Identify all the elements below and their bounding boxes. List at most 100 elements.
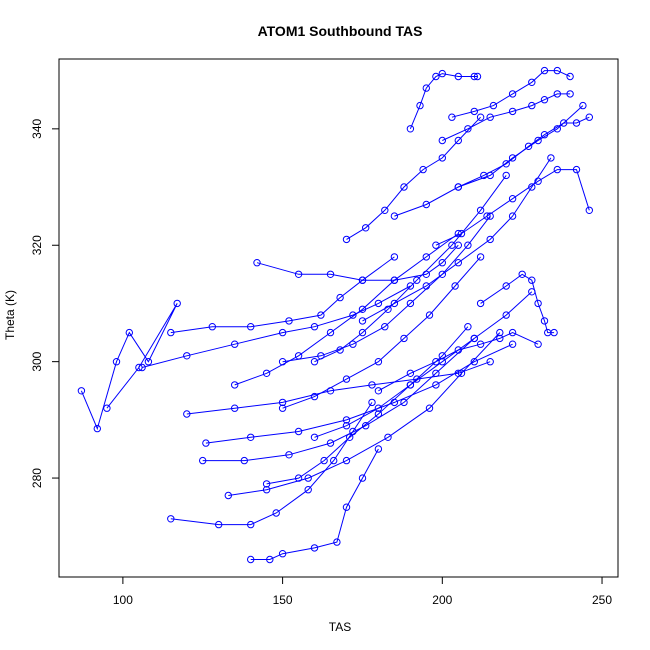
data-point bbox=[400, 398, 408, 407]
data-point bbox=[422, 200, 430, 209]
data-point bbox=[294, 474, 303, 482]
data-point bbox=[416, 101, 424, 110]
data-point bbox=[358, 276, 367, 284]
data-point bbox=[326, 270, 335, 278]
y-tick-label: 340 bbox=[30, 119, 44, 139]
data-point bbox=[247, 555, 255, 564]
data-point bbox=[454, 72, 462, 81]
data-point bbox=[278, 398, 287, 407]
data-point bbox=[390, 299, 399, 308]
data-point bbox=[317, 311, 325, 319]
data-point bbox=[326, 439, 335, 447]
data-point bbox=[144, 358, 153, 366]
data-point bbox=[470, 107, 478, 116]
data-point bbox=[202, 439, 210, 447]
data-point bbox=[262, 369, 271, 377]
data-point bbox=[438, 136, 446, 145]
data-point bbox=[502, 311, 510, 319]
series-line-23 bbox=[266, 326, 469, 485]
data-point bbox=[333, 538, 341, 546]
data-point bbox=[508, 212, 517, 220]
data-point bbox=[470, 358, 478, 366]
data-point bbox=[346, 433, 354, 441]
data-point bbox=[553, 90, 561, 98]
data-point bbox=[374, 387, 383, 395]
data-point bbox=[336, 293, 344, 302]
data-point bbox=[406, 299, 415, 308]
data-point bbox=[534, 299, 542, 308]
y-tick-label: 320 bbox=[30, 235, 44, 255]
data-point bbox=[585, 113, 593, 121]
series-line-4 bbox=[205, 343, 513, 444]
data-point bbox=[457, 369, 466, 377]
data-point bbox=[374, 445, 383, 453]
data-point bbox=[489, 101, 498, 110]
data-point bbox=[438, 352, 446, 360]
data-point bbox=[320, 456, 328, 465]
data-point bbox=[413, 375, 421, 383]
data-point bbox=[310, 433, 319, 441]
data-point bbox=[579, 101, 587, 110]
data-point bbox=[304, 474, 312, 482]
data-point bbox=[278, 404, 287, 412]
data-point bbox=[432, 381, 440, 389]
data-point bbox=[342, 503, 351, 511]
series-line-0 bbox=[80, 303, 178, 431]
data-point bbox=[390, 276, 399, 284]
data-point bbox=[330, 456, 338, 465]
plot-axes: 100 150 200 250 280 300 320 340 bbox=[30, 119, 612, 607]
data-point bbox=[390, 212, 399, 220]
data-point bbox=[342, 375, 351, 383]
data-point bbox=[266, 555, 274, 564]
data-point bbox=[208, 323, 217, 331]
data-point bbox=[310, 392, 319, 401]
data-point bbox=[438, 69, 446, 78]
data-point bbox=[112, 358, 121, 366]
data-point bbox=[262, 480, 271, 488]
data-point bbox=[342, 416, 351, 424]
data-point bbox=[432, 72, 440, 81]
data-point bbox=[496, 334, 504, 343]
data-point bbox=[476, 340, 485, 348]
data-point bbox=[560, 119, 568, 127]
data-point bbox=[358, 328, 367, 337]
data-point bbox=[464, 323, 472, 331]
data-point bbox=[464, 241, 472, 249]
data-point bbox=[451, 282, 459, 290]
data-point bbox=[358, 317, 367, 325]
data-point bbox=[550, 328, 558, 337]
data-point bbox=[167, 515, 175, 523]
data-point bbox=[310, 544, 319, 552]
data-point bbox=[486, 358, 494, 366]
data-point bbox=[486, 171, 494, 180]
data-point bbox=[528, 78, 536, 87]
data-point bbox=[384, 305, 392, 313]
data-point bbox=[310, 358, 319, 366]
plot-frame bbox=[58, 58, 619, 578]
data-point bbox=[406, 381, 415, 389]
series-line-22 bbox=[314, 291, 533, 438]
data-point bbox=[422, 282, 430, 290]
data-point bbox=[294, 270, 303, 278]
data-point bbox=[438, 259, 446, 267]
data-point bbox=[454, 183, 462, 191]
x-tick-label: 100 bbox=[113, 593, 133, 607]
data-point bbox=[470, 72, 478, 81]
data-point bbox=[374, 299, 383, 308]
data-point bbox=[294, 352, 303, 360]
data-point bbox=[381, 206, 389, 215]
data-point bbox=[448, 241, 456, 249]
data-point bbox=[572, 165, 581, 174]
data-point bbox=[432, 241, 440, 249]
series-line-24 bbox=[362, 157, 552, 322]
data-point bbox=[540, 96, 549, 104]
data-point bbox=[508, 328, 517, 337]
data-point bbox=[534, 340, 542, 348]
data-point bbox=[400, 334, 408, 343]
data-point bbox=[572, 119, 581, 127]
data-point bbox=[278, 550, 287, 558]
data-point bbox=[349, 311, 357, 319]
data-point bbox=[534, 136, 542, 145]
data-point bbox=[528, 288, 536, 296]
